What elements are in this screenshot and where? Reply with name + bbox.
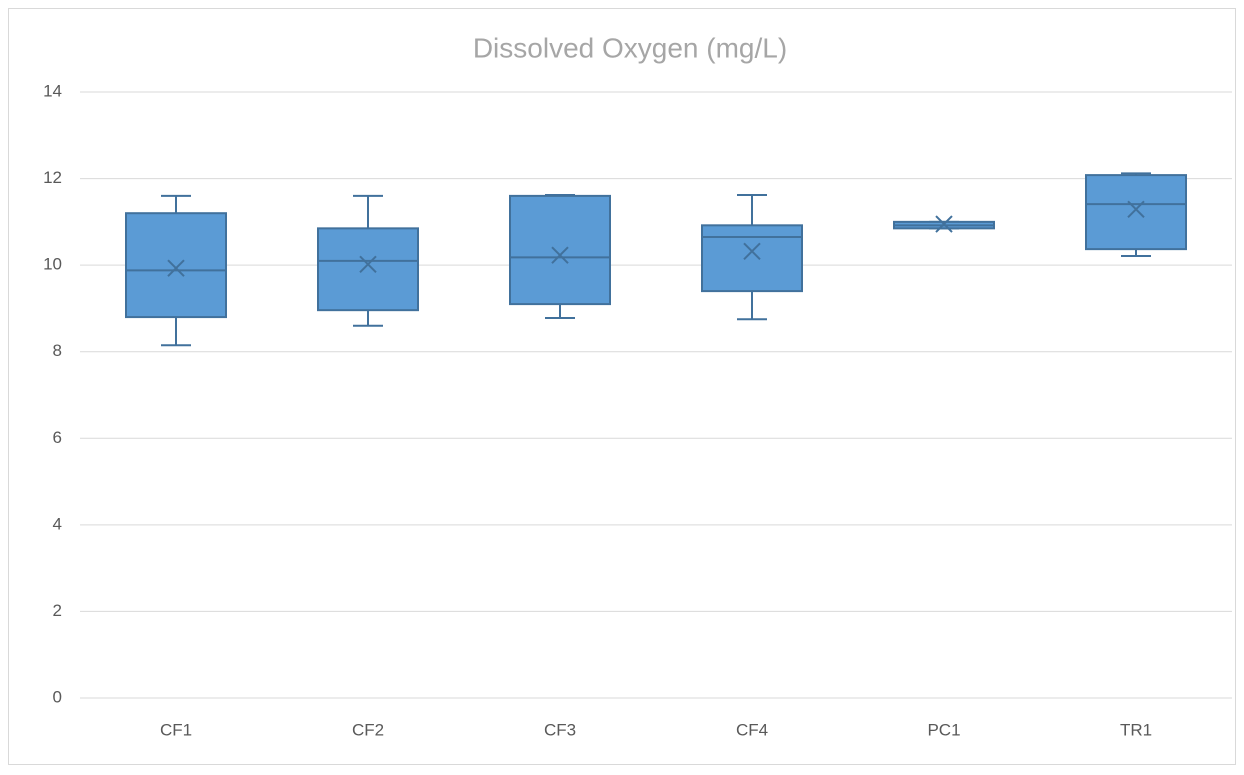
y-tick-label: 0 (53, 687, 62, 706)
box (701, 224, 803, 293)
box (125, 212, 227, 319)
x-tick-label: CF2 (352, 720, 384, 739)
x-tick-label: TR1 (1120, 720, 1152, 739)
y-tick-label: 2 (53, 601, 62, 620)
x-tick-label: CF3 (544, 720, 576, 739)
y-tick-label: 10 (43, 255, 62, 274)
y-tick-label: 4 (53, 514, 62, 533)
mean-marker (743, 242, 761, 260)
y-tick-label: 8 (53, 341, 62, 360)
y-tick-label: 14 (43, 81, 62, 100)
mean-marker (1127, 200, 1145, 219)
chart-title: Dissolved Oxygen (mg/L) (473, 32, 787, 63)
chart-frame (8, 8, 1236, 765)
mean-marker (935, 215, 953, 233)
box (317, 227, 419, 312)
box (509, 194, 611, 306)
y-tick-label: 12 (43, 168, 62, 187)
mean-marker (551, 246, 569, 264)
mean-marker (359, 255, 377, 273)
y-tick-label: 6 (53, 428, 62, 447)
x-tick-label: CF1 (160, 720, 192, 739)
x-tick-label: CF4 (736, 720, 768, 739)
mean-marker (167, 259, 185, 277)
x-tick-label: PC1 (927, 720, 960, 739)
box (1085, 174, 1187, 251)
